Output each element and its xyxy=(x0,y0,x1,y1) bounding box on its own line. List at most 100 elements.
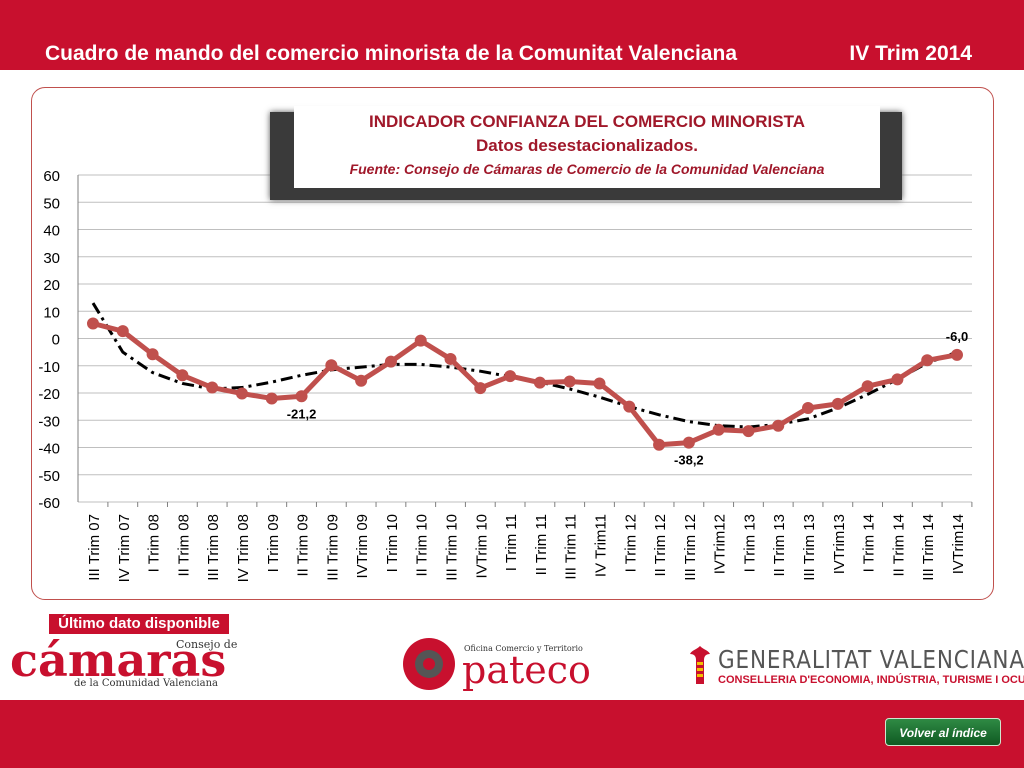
period-label: IV Trim 2014 xyxy=(849,42,972,65)
footer-band xyxy=(0,700,1024,768)
y-tick-label: -30 xyxy=(38,413,60,430)
x-tick-label: IVTrim 10 xyxy=(473,514,490,578)
x-tick-label: I Trim 08 xyxy=(146,514,163,572)
y-tick-label: -20 xyxy=(38,386,60,403)
header-band xyxy=(0,0,1024,70)
data-point xyxy=(831,397,844,410)
data-point xyxy=(414,334,427,347)
x-tick-label: II Trim 12 xyxy=(652,514,669,577)
data-point xyxy=(772,419,785,432)
camaras-logo-subtitle: de la Comunidad Valenciana xyxy=(74,678,218,689)
confidence-series-line xyxy=(92,321,958,448)
y-tick-label: 40 xyxy=(43,223,60,240)
y-tick-label: -60 xyxy=(38,495,60,512)
chart-subtitle: Datos desestacionalizados. xyxy=(475,136,699,155)
x-tick-label: III Trim 14 xyxy=(920,514,937,581)
y-tick-label: 50 xyxy=(43,195,60,212)
data-label: -38,2 xyxy=(674,453,704,468)
data-point xyxy=(921,354,934,367)
data-point xyxy=(116,325,129,338)
x-tick-label: III Trim 08 xyxy=(205,514,222,581)
generalitat-logo: GENERALITAT VALENCIANA CONSELLERIA D'ECO… xyxy=(688,644,1024,694)
generalitat-logo-subtitle: CONSELLERIA D'ECONOMIA, INDÚSTRIA, TURIS… xyxy=(718,674,1024,686)
data-point xyxy=(384,355,397,368)
x-tick-label: II Trim 11 xyxy=(533,514,550,575)
data-point xyxy=(563,375,576,388)
data-label: -6,0 xyxy=(946,329,968,344)
x-tick-label: IVTrim 09 xyxy=(354,514,371,578)
x-tick-label: II Trim 10 xyxy=(414,514,431,577)
x-tick-label: IV Trim11 xyxy=(592,514,609,577)
data-point xyxy=(355,374,368,387)
data-point xyxy=(712,423,725,436)
data-point xyxy=(891,373,904,386)
x-tick-label: II Trim 13 xyxy=(771,514,788,577)
x-tick-label: III Trim 11 xyxy=(563,514,580,580)
data-point xyxy=(474,382,487,395)
last-data-badge: Último dato disponible xyxy=(49,614,229,634)
x-tick-label: IV Trim 08 xyxy=(235,514,252,582)
data-point xyxy=(861,380,874,393)
x-tick-label: I Trim 11 xyxy=(503,514,520,571)
x-tick-label: III Trim 12 xyxy=(682,514,699,581)
data-point xyxy=(653,438,666,451)
data-point xyxy=(265,392,278,405)
bat-emblem-icon xyxy=(690,646,710,684)
trend-series-line xyxy=(91,302,958,429)
x-tick-label: III Trim 10 xyxy=(444,514,461,581)
data-point xyxy=(623,400,636,413)
x-tick-label: II Trim 08 xyxy=(175,514,192,577)
data-point xyxy=(206,381,219,394)
data-point xyxy=(802,401,815,414)
data-point xyxy=(593,377,606,390)
chart-source: Fuente: Consejo de Cámaras de Comercio d… xyxy=(349,161,825,177)
data-point xyxy=(682,436,695,449)
x-tick-label: II Trim 09 xyxy=(295,514,312,577)
camaras-logo: cámaras Consejo de de la Comunidad Valen… xyxy=(10,633,237,692)
data-point xyxy=(87,317,99,330)
x-tick-label: IV Trim 07 xyxy=(116,514,133,582)
data-point xyxy=(742,425,755,438)
generalitat-logo-title: GENERALITAT VALENCIANA xyxy=(718,645,1024,674)
y-tick-label: -10 xyxy=(38,359,60,376)
y-tick-label: 10 xyxy=(43,304,60,321)
y-tick-label: 60 xyxy=(43,168,60,185)
x-tick-label: I Trim 10 xyxy=(384,514,401,572)
data-point xyxy=(176,369,189,382)
x-tick-label: III Trim 09 xyxy=(324,514,341,581)
camaras-logo-word: cámaras xyxy=(10,633,227,687)
data-point xyxy=(235,387,248,400)
data-point xyxy=(146,348,159,361)
y-tick-label: 30 xyxy=(43,250,60,267)
data-point xyxy=(325,359,338,372)
camaras-logo-consejo: Consejo de xyxy=(176,638,238,651)
data-point xyxy=(444,352,457,365)
x-tick-label: I Trim 09 xyxy=(265,514,282,572)
y-tick-label: 0 xyxy=(52,332,60,349)
chart-title: INDICADOR CONFIANZA DEL COMERCIO MINORIS… xyxy=(368,112,805,131)
x-tick-label: I Trim 14 xyxy=(861,514,878,572)
x-tick-label: III Trim 13 xyxy=(801,514,818,581)
data-label: -21,2 xyxy=(287,406,317,421)
y-tick-label: -40 xyxy=(38,441,60,458)
data-point xyxy=(533,376,546,389)
x-tick-label: III Trim 07 xyxy=(86,514,103,581)
x-tick-label: I Trim 12 xyxy=(622,514,639,572)
data-point xyxy=(951,348,963,361)
page-title: Cuadro de mando del comercio minorista d… xyxy=(45,42,737,65)
pateco-logo-caption: Oficina Comercio y Territorio xyxy=(464,644,583,653)
x-tick-label: II Trim 14 xyxy=(890,514,907,577)
back-to-index-button[interactable]: Volver al índice xyxy=(885,718,1001,746)
x-tick-label: IVTrim12 xyxy=(712,514,729,574)
pateco-logo: Oficina Comercio y Territorio pateco xyxy=(400,636,600,694)
x-tick-label: IVTrim13 xyxy=(831,514,848,574)
pateco-logo-word: pateco xyxy=(462,648,591,692)
x-tick-label: IVTrim14 xyxy=(950,514,967,574)
y-tick-label: -50 xyxy=(38,468,60,485)
x-tick-label: I Trim 13 xyxy=(741,514,758,572)
data-point xyxy=(504,370,517,383)
chart-title-box: INDICADOR CONFIANZA DEL COMERCIO MINORIS… xyxy=(294,106,880,188)
y-tick-label: 20 xyxy=(43,277,60,294)
pateco-target-dot xyxy=(423,658,435,670)
data-point xyxy=(295,390,308,403)
